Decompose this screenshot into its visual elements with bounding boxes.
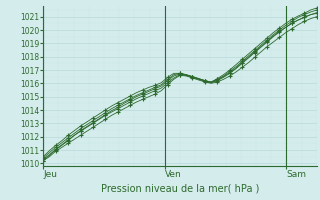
- X-axis label: Pression niveau de la mer( hPa ): Pression niveau de la mer( hPa ): [101, 183, 259, 193]
